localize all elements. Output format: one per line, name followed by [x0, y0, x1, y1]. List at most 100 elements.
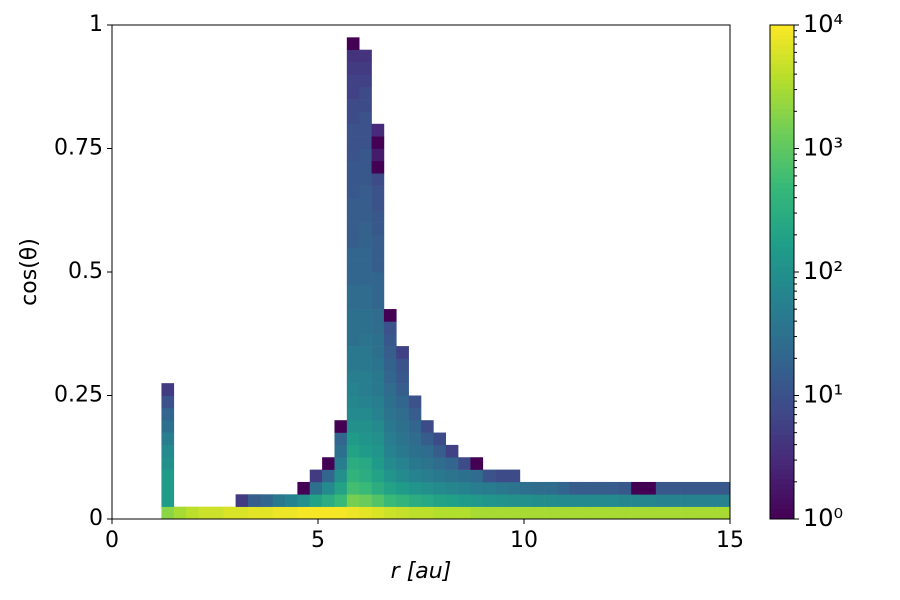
colorbar-gradient — [770, 207, 794, 214]
hist-cell — [371, 247, 385, 260]
colorbar-gradient — [770, 148, 794, 154]
hist-cell — [544, 494, 558, 507]
hist-cell — [359, 333, 372, 347]
colorbar-gradient — [770, 346, 794, 352]
colorbar-gradient — [770, 504, 794, 510]
hist-cell — [421, 494, 434, 507]
hist-cell — [309, 469, 323, 483]
hist-cell — [396, 420, 409, 433]
colorbar-gradient — [770, 113, 794, 120]
hist-cell — [383, 420, 397, 433]
hist-cell — [396, 506, 409, 520]
hist-cell — [655, 481, 669, 495]
y-tick-label: 0.5 — [68, 259, 103, 284]
colorbar-gradient — [770, 321, 794, 327]
hist-cell — [606, 481, 620, 495]
hist-cell — [421, 506, 434, 520]
hist-cell — [371, 123, 385, 137]
hist-cell — [161, 457, 175, 470]
hist-cell — [260, 506, 273, 520]
hist-cell — [346, 296, 360, 310]
hist-cell — [161, 420, 175, 433]
hist-cell — [359, 284, 372, 297]
colorbar-tick-label: 10⁴ — [803, 10, 843, 38]
hist-cell — [359, 111, 372, 125]
hist-cell — [470, 469, 484, 483]
y-tick-label: 0.25 — [54, 383, 103, 408]
hist-cell — [334, 420, 348, 433]
hist-cell — [359, 185, 372, 199]
hist-cell — [346, 346, 360, 359]
hist-cell — [322, 469, 335, 483]
hist-cell — [556, 481, 570, 495]
colorbar-gradient — [770, 89, 794, 95]
hist-cell — [458, 481, 471, 495]
hist-cell — [519, 506, 533, 520]
hist-cell — [383, 457, 397, 470]
colorbar-gradient — [770, 79, 794, 85]
hist-cell — [161, 481, 175, 495]
hist-cell — [346, 506, 360, 520]
hist-cell — [371, 346, 385, 359]
hist-cell — [544, 481, 558, 495]
hist-cell — [396, 457, 409, 470]
hist-cell — [408, 395, 422, 409]
hist-cell — [346, 247, 360, 260]
colorbar-gradient — [770, 84, 794, 90]
hist-cell — [371, 506, 385, 520]
hist-cell — [433, 444, 447, 458]
hist-cell — [359, 210, 372, 223]
hist-cell — [247, 494, 261, 507]
hist-cell — [717, 481, 731, 495]
hist-cell — [346, 284, 360, 297]
hist-cell — [359, 296, 372, 310]
hist-cell — [186, 506, 199, 520]
hist-cell — [346, 111, 360, 125]
hist-cell — [334, 481, 348, 495]
hist-cell — [396, 432, 409, 446]
hist-cell — [692, 494, 706, 507]
y-axis-label: cos(θ) — [17, 238, 42, 306]
hist-cell — [396, 481, 409, 495]
colorbar-gradient — [770, 444, 794, 451]
hist-cell — [161, 506, 175, 520]
hist-cell — [346, 469, 360, 483]
colorbar-gradient — [770, 291, 794, 298]
hist-cell — [532, 494, 545, 507]
hist-cell — [458, 494, 471, 507]
hist-cell — [235, 494, 249, 507]
hist-cell — [359, 432, 372, 446]
colorbar-gradient — [770, 341, 794, 347]
hist-cell — [383, 333, 397, 347]
colorbar-tick-label: 10² — [803, 257, 843, 285]
hist-cell — [235, 506, 249, 520]
hist-cell — [346, 457, 360, 470]
hist-cell — [371, 321, 385, 335]
colorbar-gradient — [770, 499, 794, 505]
colorbar-gradient — [770, 370, 794, 377]
colorbar-gradient — [770, 301, 794, 308]
colorbar-gradient — [770, 494, 794, 500]
hist-cell — [692, 481, 706, 495]
colorbar-gradient — [770, 104, 794, 110]
hist-cell — [396, 370, 409, 384]
hist-cell — [371, 444, 385, 458]
hist-cell — [371, 160, 385, 174]
hist-cell — [371, 222, 385, 236]
hist-cell — [643, 494, 657, 507]
colorbar-gradient — [770, 59, 794, 66]
colorbar-gradient — [770, 163, 794, 169]
hist-cell — [470, 506, 484, 520]
colorbar-gradient — [770, 454, 794, 461]
colorbar-gradient — [770, 29, 794, 36]
hist-cell — [668, 494, 681, 507]
hist-cell — [421, 420, 434, 433]
hist-cell — [680, 494, 694, 507]
colorbar-gradient — [770, 192, 794, 199]
hist-cell — [383, 407, 397, 421]
hist-cell — [482, 481, 496, 495]
hist-cell — [285, 506, 298, 520]
hist-cell — [408, 432, 422, 446]
hist-cell — [594, 481, 607, 495]
hist-cell — [618, 506, 632, 520]
